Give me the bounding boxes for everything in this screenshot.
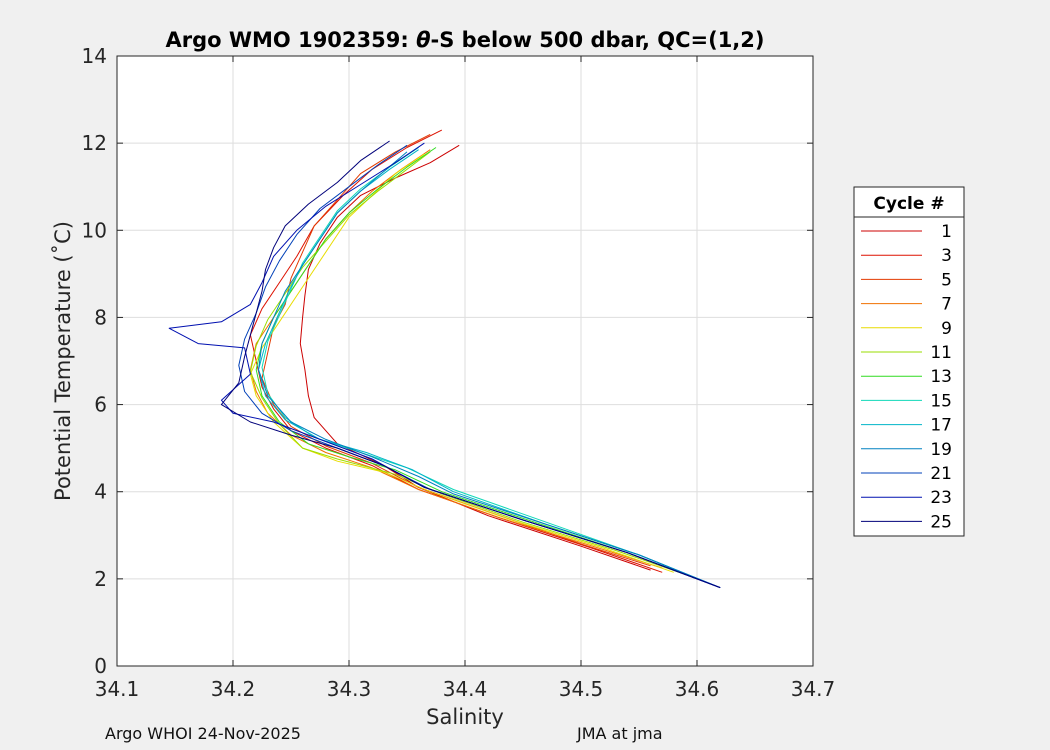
- y-tick-labels: 0 2 4 6 8 10 12 14: [82, 44, 107, 678]
- legend-label-cycle-11: 11: [930, 343, 952, 363]
- legend-label-cycle-7: 7: [941, 295, 952, 315]
- footer-left: Argo WHOI 24-Nov-2025: [105, 724, 301, 743]
- legend-box: [853, 186, 965, 537]
- x-tick-label: 34.7: [791, 677, 836, 701]
- legend-label-cycle-17: 17: [930, 416, 952, 436]
- series-line-cycle-19: [258, 151, 721, 589]
- x-tick-label: 34.3: [327, 677, 372, 701]
- footer-right: JMA at jma: [577, 724, 663, 743]
- legend-label-cycle-15: 15: [930, 391, 952, 411]
- y-tick-label: 6: [94, 393, 107, 417]
- chart-title: Argo WMO 1902359: θ-S below 500 dbar, QC…: [165, 28, 764, 52]
- legend-label-cycle-13: 13: [930, 367, 952, 387]
- series-line-cycle-5: [261, 133, 651, 567]
- y-tick-label: 10: [82, 218, 107, 242]
- legend-label-cycle-21: 21: [930, 464, 952, 484]
- y-tick-label: 12: [82, 131, 107, 155]
- y-tick-label: 2: [94, 567, 107, 591]
- legend-label-cycle-23: 23: [930, 488, 952, 508]
- legend-label-cycle-5: 5: [941, 270, 952, 290]
- y-axis-label: Potential Temperature (˚C): [51, 221, 75, 501]
- legend-label-cycle-3: 3: [941, 246, 952, 266]
- y-tick-label: 4: [94, 480, 107, 504]
- legend-title: Cycle #: [873, 194, 944, 214]
- legend-label-cycle-9: 9: [941, 319, 952, 339]
- y-tick-label: 8: [94, 305, 107, 329]
- x-tick-label: 34.1: [95, 677, 140, 701]
- series-group: [168, 129, 721, 589]
- legend-label-cycle-19: 19: [930, 440, 952, 460]
- legend-label-cycle-25: 25: [930, 512, 952, 532]
- x-tick-label: 34.4: [443, 677, 488, 701]
- x-tick-label: 34.2: [211, 677, 256, 701]
- x-tick-label: 34.5: [559, 677, 604, 701]
- series-line-cycle-25: [220, 140, 721, 589]
- y-tick-label: 14: [82, 44, 107, 68]
- legend-label-cycle-1: 1: [941, 222, 952, 242]
- series-line-cycle-15: [261, 147, 709, 584]
- x-axis-label: Salinity: [426, 705, 504, 729]
- series-line-cycle-13: [255, 147, 698, 580]
- ticks: [116, 55, 814, 667]
- x-tick-label: 34.6: [675, 677, 720, 701]
- y-tick-label: 0: [94, 654, 107, 678]
- x-tick-labels: 34.1 34.2 34.3 34.4 34.5 34.6 34.7: [95, 677, 836, 701]
